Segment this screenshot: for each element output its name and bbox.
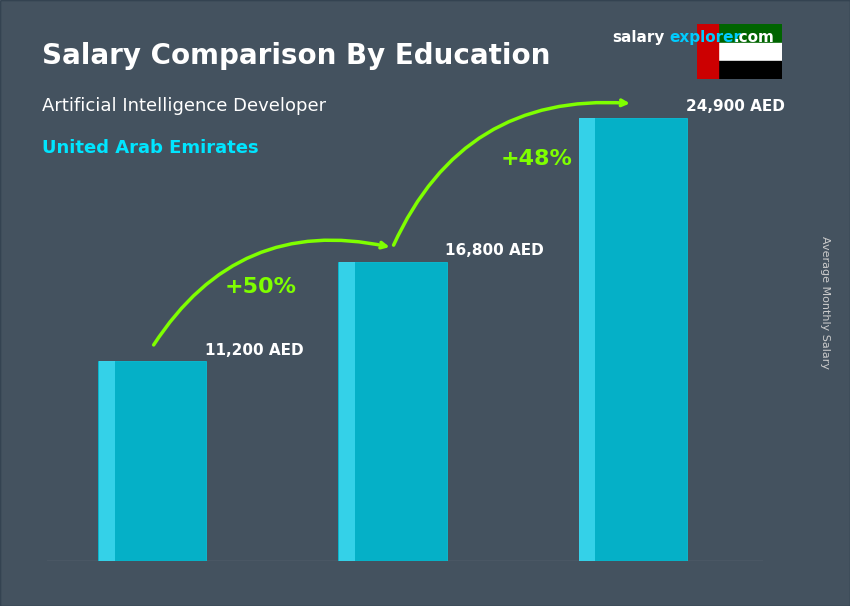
Text: Salary Comparison By Education: Salary Comparison By Education <box>42 42 551 70</box>
Text: salary: salary <box>612 30 665 45</box>
Bar <box>579 118 687 561</box>
Text: explorer: explorer <box>670 30 742 45</box>
Bar <box>99 362 115 561</box>
Bar <box>697 24 782 42</box>
Bar <box>98 362 207 561</box>
Text: +50%: +50% <box>224 277 297 297</box>
Bar <box>579 118 596 561</box>
Text: United Arab Emirates: United Arab Emirates <box>42 139 259 158</box>
Bar <box>697 24 718 79</box>
Bar <box>338 262 446 561</box>
Text: Artificial Intelligence Developer: Artificial Intelligence Developer <box>42 97 326 115</box>
Text: 24,900 AED: 24,900 AED <box>686 99 785 115</box>
Bar <box>697 42 782 61</box>
Bar <box>697 61 782 79</box>
Text: .com: .com <box>734 30 774 45</box>
Text: 11,200 AED: 11,200 AED <box>205 343 303 358</box>
Text: 16,800 AED: 16,800 AED <box>445 244 544 258</box>
Text: Average Monthly Salary: Average Monthly Salary <box>819 236 830 370</box>
Text: +48%: +48% <box>501 148 573 168</box>
Bar <box>339 262 355 561</box>
